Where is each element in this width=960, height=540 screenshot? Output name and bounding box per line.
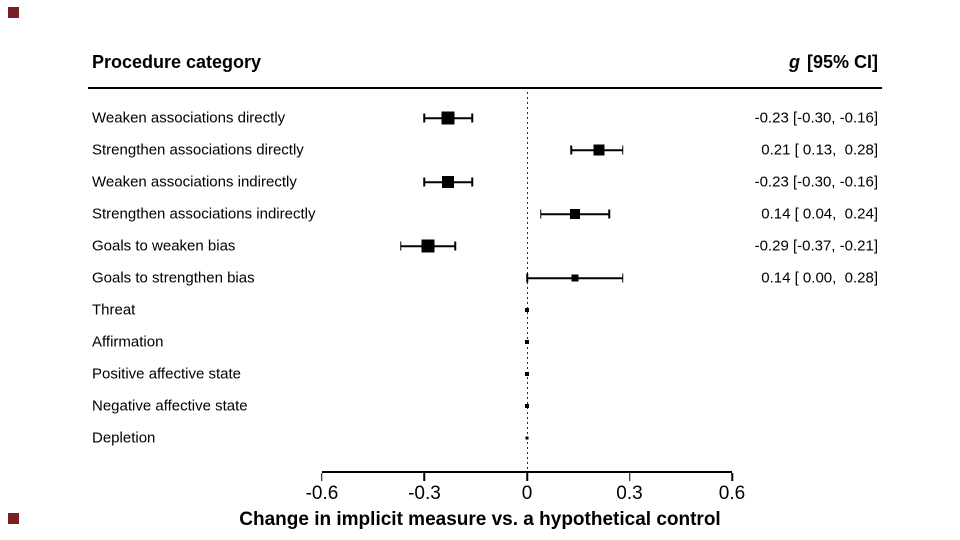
row-effect-value: 0.21 [ 0.13, 0.28]: [761, 141, 878, 159]
effect-size-square-marker: [442, 176, 455, 188]
effect-size-square-marker: [525, 372, 529, 376]
whisker-end-cap: [423, 177, 426, 187]
row-label: Negative affective state: [92, 397, 248, 415]
whisker-end-cap: [539, 209, 542, 219]
corner-decoration-square-top: [8, 7, 19, 18]
row-label: Weaken associations directly: [92, 109, 286, 127]
column-header-effect-size: g [95% CI]: [789, 52, 878, 73]
whisker-end-cap: [608, 209, 610, 219]
whisker-end-cap: [399, 241, 402, 251]
whisker-end-cap: [423, 113, 426, 123]
x-axis-tick-mark: [526, 473, 528, 481]
x-axis-tick-label: -0.6: [305, 483, 339, 504]
whisker-end-cap: [526, 273, 528, 283]
whisker-end-cap: [471, 113, 474, 123]
x-axis-tick-mark: [321, 473, 323, 481]
row-effect-value: 0.14 [ 0.04, 0.24]: [761, 205, 878, 223]
x-axis-tick-label: 0.6: [718, 483, 746, 504]
row-label: Goals to weaken bias: [92, 237, 236, 255]
x-axis-line: [321, 471, 732, 473]
effect-size-square-marker: [593, 144, 605, 156]
row-label: Threat: [92, 301, 136, 319]
row-label: Goals to strengthen bias: [92, 269, 255, 287]
row-label: Positive affective state: [92, 365, 241, 383]
row-effect-value: 0.14 [ 0.00, 0.28]: [761, 269, 878, 287]
x-axis-tick-mark: [731, 473, 733, 481]
effect-size-square-marker: [525, 308, 529, 312]
row-effect-value: -0.23 [-0.30, -0.16]: [754, 173, 878, 191]
row-effect-value: -0.29 [-0.37, -0.21]: [754, 237, 878, 255]
x-axis-tick-mark: [628, 473, 631, 481]
row-effect-value: -0.23 [-0.30, -0.16]: [754, 109, 878, 127]
whisker-end-cap: [621, 145, 624, 155]
effect-size-square-marker: [525, 436, 529, 440]
effect-size-square-marker: [525, 404, 529, 408]
x-axis-tick-label: 0.3: [616, 483, 643, 504]
row-label: Strengthen associations directly: [92, 141, 304, 159]
whisker-end-cap: [570, 145, 573, 155]
x-axis-tick-label: 0: [521, 483, 533, 504]
effect-size-square-marker: [421, 239, 435, 253]
whisker-end-cap: [471, 177, 474, 187]
corner-decoration-square-bottom: [8, 513, 19, 524]
row-label: Affirmation: [92, 333, 164, 351]
x-axis-tick-mark: [423, 473, 426, 481]
effect-size-square-marker: [571, 274, 579, 282]
x-axis-tick-label: -0.3: [408, 483, 441, 504]
effect-size-square-marker: [525, 340, 529, 344]
row-label: Weaken associations indirectly: [92, 173, 297, 191]
whisker-end-cap: [454, 241, 456, 251]
header-divider-line: [88, 87, 882, 89]
g-symbol: g: [788, 52, 800, 72]
row-label: Depletion: [92, 429, 156, 447]
column-header-procedure-category: Procedure category: [92, 52, 262, 72]
row-label: Strengthen associations indirectly: [92, 205, 316, 223]
effect-size-square-marker: [569, 209, 580, 219]
x-axis-title: Change in implicit measure vs. a hypothe…: [239, 509, 721, 530]
whisker-end-cap: [621, 273, 624, 283]
ci-header-text: [95% CI]: [806, 52, 878, 72]
effect-size-square-marker: [441, 111, 455, 125]
